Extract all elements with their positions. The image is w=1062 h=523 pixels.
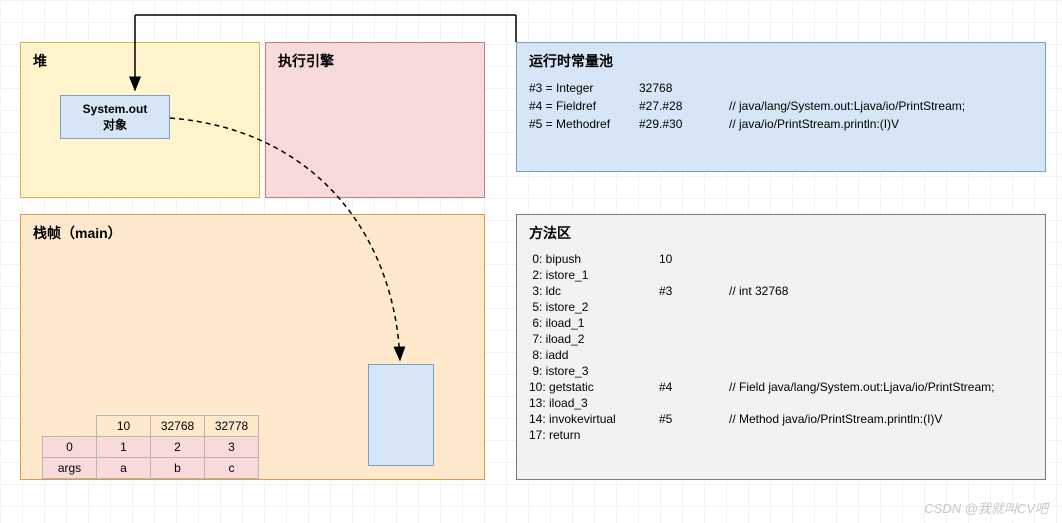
lvt-name-0: args [43, 458, 97, 479]
bc-c1: 8: iadd [529, 348, 659, 362]
lvt-val-2: 32768 [151, 416, 205, 437]
bc-c1: 0: bipush [529, 252, 659, 266]
rcp-c3 [729, 81, 1033, 95]
lvt-idx-1: 1 [97, 437, 151, 458]
bytecode-row: 2: istore_1 [517, 267, 1045, 283]
rcp-row: #3 = Integer32768 [517, 79, 1045, 97]
bc-c2 [659, 316, 729, 330]
bytecode-row: 14: invokevirtual#5// Method java/io/Pri… [517, 411, 1045, 427]
bc-c1: 2: istore_1 [529, 268, 659, 282]
bc-c2: #5 [659, 412, 729, 426]
bytecode-row: 9: istore_3 [517, 363, 1045, 379]
lvt-empty [43, 416, 97, 437]
rcp-c1: #5 = Methodref [529, 117, 639, 131]
bc-c3 [729, 300, 1033, 314]
lvt-val-3: 32778 [205, 416, 259, 437]
bc-c2 [659, 332, 729, 346]
bc-c1: 10: getstatic [529, 380, 659, 394]
heap-title: 堆 [21, 43, 259, 79]
lvt-name-1: a [97, 458, 151, 479]
rcp-row: #5 = Methodref#29.#30// java/io/PrintStr… [517, 115, 1045, 133]
watermark: CSDN @我就叫CV吧 [924, 498, 1048, 517]
bytecode-row: 8: iadd [517, 347, 1045, 363]
system-out-line1: System.out [61, 102, 169, 118]
bc-c2 [659, 364, 729, 378]
exec-engine-title: 执行引擎 [266, 43, 484, 79]
rcp-c3: // java/io/PrintStream.println:(I)V [729, 117, 1033, 131]
lvt-name-2: b [151, 458, 205, 479]
bc-c3 [729, 252, 1033, 266]
bc-c1: 14: invokevirtual [529, 412, 659, 426]
bc-c2 [659, 428, 729, 442]
bytecode-row: 3: ldc#3// int 32768 [517, 283, 1045, 299]
bc-c3 [729, 428, 1033, 442]
rcp-c2: 32768 [639, 81, 729, 95]
exec-engine-box: 执行引擎 [265, 42, 485, 198]
bc-c1: 9: istore_3 [529, 364, 659, 378]
bc-c3 [729, 332, 1033, 346]
lvt-name-3: c [205, 458, 259, 479]
runtime-constant-pool-box: 运行时常量池 #3 = Integer32768#4 = Fieldref#27… [516, 42, 1046, 172]
bc-c1: 6: iload_1 [529, 316, 659, 330]
rcp-c2: #29.#30 [639, 117, 729, 131]
bytecode-row: 6: iload_1 [517, 315, 1045, 331]
bc-c1: 7: iload_2 [529, 332, 659, 346]
lvt-idx-3: 3 [205, 437, 259, 458]
bc-c3 [729, 316, 1033, 330]
bc-c2 [659, 300, 729, 314]
bc-c3 [729, 348, 1033, 362]
bc-c3: // int 32768 [729, 284, 1033, 298]
bytecode-row: 7: iload_2 [517, 331, 1045, 347]
bc-c3: // Field java/lang/System.out:Ljava/io/P… [729, 380, 1033, 394]
bc-c2: #4 [659, 380, 729, 394]
method-area-box: 方法区 0: bipush10 2: istore_1 3: ldc#3// i… [516, 214, 1046, 480]
rcp-c1: #4 = Fieldref [529, 99, 639, 113]
rcp-title: 运行时常量池 [517, 43, 1045, 79]
bytecode-row: 10: getstatic#4// Field java/lang/System… [517, 379, 1045, 395]
bc-c2: 10 [659, 252, 729, 266]
bytecode-row: 0: bipush10 [517, 251, 1045, 267]
table-row: args a b c [43, 458, 259, 479]
table-row: 0 1 2 3 [43, 437, 259, 458]
method-area-title: 方法区 [517, 215, 1045, 251]
bytecode-row: 17: return [517, 427, 1045, 443]
lvt-idx-0: 0 [43, 437, 97, 458]
bc-c2 [659, 268, 729, 282]
bc-c3: // Method java/io/PrintStream.println:(I… [729, 412, 1033, 426]
operand-stack [368, 364, 434, 466]
table-row: 10 32768 32778 [43, 416, 259, 437]
rcp-c1: #3 = Integer [529, 81, 639, 95]
bc-c1: 3: ldc [529, 284, 659, 298]
bc-c1: 13: iload_3 [529, 396, 659, 410]
local-var-table: 10 32768 32778 0 1 2 3 args a b c [42, 415, 259, 479]
lvt-val-1: 10 [97, 416, 151, 437]
rcp-row: #4 = Fieldref#27.#28// java/lang/System.… [517, 97, 1045, 115]
bc-c2: #3 [659, 284, 729, 298]
bc-c3 [729, 396, 1033, 410]
rcp-c3: // java/lang/System.out:Ljava/io/PrintSt… [729, 99, 1033, 113]
system-out-line2: 对象 [61, 118, 169, 134]
bc-c2 [659, 348, 729, 362]
stack-frame-title: 栈帧（main） [21, 215, 484, 251]
bc-c1: 5: istore_2 [529, 300, 659, 314]
system-out-object: System.out 对象 [60, 95, 170, 139]
rcp-c2: #27.#28 [639, 99, 729, 113]
bc-c3 [729, 268, 1033, 282]
bytecode-row: 5: istore_2 [517, 299, 1045, 315]
bc-c3 [729, 364, 1033, 378]
bc-c2 [659, 396, 729, 410]
bc-c1: 17: return [529, 428, 659, 442]
bytecode-row: 13: iload_3 [517, 395, 1045, 411]
lvt-idx-2: 2 [151, 437, 205, 458]
